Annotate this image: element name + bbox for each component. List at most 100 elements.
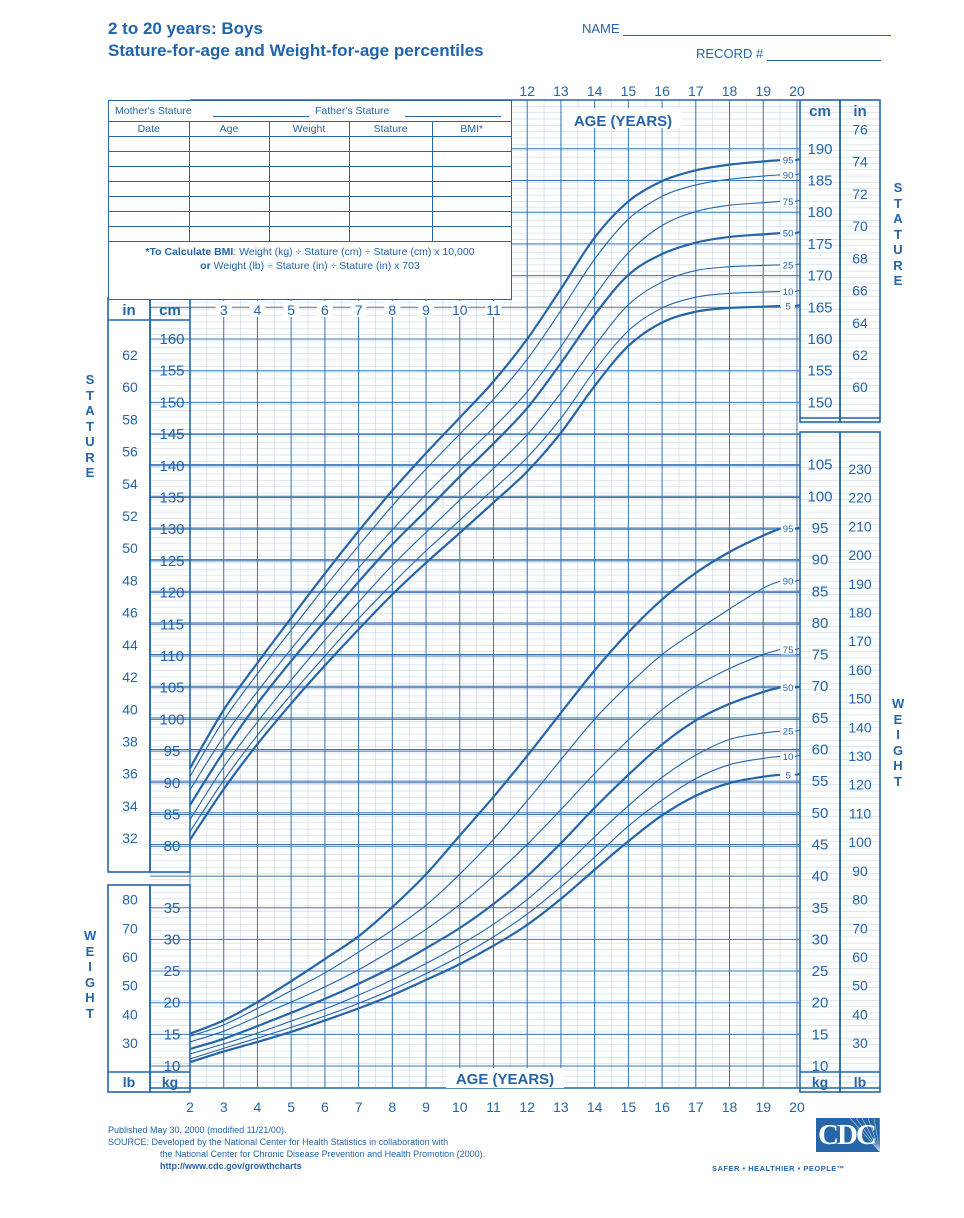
table-cell-bmi[interactable] — [431, 181, 511, 197]
table-cell-weight[interactable] — [268, 166, 350, 182]
in-right-header: in — [853, 103, 866, 120]
bottom-age-tick: 3 — [220, 1099, 228, 1115]
record-label: RECORD # — [696, 46, 764, 61]
weight-kg-tick: 10 — [164, 1058, 181, 1075]
cm-left-header: cm — [159, 302, 181, 319]
table-cell-stature[interactable] — [348, 166, 433, 182]
bottom-age-tick: 19 — [755, 1099, 771, 1115]
age-years-bottom-label: AGE (YEARS) — [456, 1071, 554, 1088]
stature-cm-tick: 150 — [159, 394, 184, 411]
weight-kg-tick: 30 — [164, 931, 181, 948]
table-cell-bmi[interactable] — [431, 196, 511, 212]
table-cell-age[interactable] — [188, 196, 270, 212]
table-cell-date[interactable] — [109, 166, 190, 182]
cdc-logo-text: CDC — [818, 1119, 877, 1151]
weight-lb-tick-right: 210 — [848, 518, 872, 534]
weight-lb-tick: 50 — [122, 978, 138, 994]
stature-percentile-10-curve — [189, 290, 781, 832]
stature-in-tick-right: 76 — [852, 122, 868, 138]
fathers-stature-input[interactable] — [405, 116, 501, 117]
percentile-label-25: 25 — [783, 260, 794, 271]
table-cell-weight[interactable] — [268, 196, 350, 212]
table-cell-age[interactable] — [188, 181, 270, 197]
table-cell-date[interactable] — [109, 136, 190, 152]
weight-kg-tick-right: 15 — [812, 1026, 829, 1043]
table-row — [109, 166, 511, 182]
record-input-line[interactable] — [766, 60, 881, 61]
stature-in-tick-right: 72 — [852, 186, 868, 202]
top-age-tick: 14 — [587, 83, 603, 99]
axis-labels: 12 13 14 15 16 17 18 19 203 4 5 6 7 8 9 10 112 3 4 5 6 7 8 9 10 1… — [122, 83, 872, 1115]
table-cell-age[interactable] — [188, 211, 270, 227]
table-cell-stature[interactable] — [348, 196, 433, 212]
lb-right-header: lb — [854, 1074, 866, 1090]
table-cell-bmi[interactable] — [431, 226, 511, 242]
measurement-table: Date Age Weight Stature BMI* — [109, 122, 511, 242]
stature-cm-tick: 140 — [159, 458, 184, 475]
weight-kg-tick-right: 80 — [812, 615, 829, 632]
stature-cm-tick-right: 185 — [807, 173, 832, 190]
weight-lb-tick-right: 80 — [852, 892, 868, 908]
inner-age-tick: 7 — [355, 302, 363, 318]
stature-cm-tick-right: 170 — [807, 268, 832, 285]
published-date: Published May 30, 2000 (modified 11/21/0… — [108, 1125, 287, 1135]
table-cell-date[interactable] — [109, 196, 190, 212]
top-age-tick: 20 — [789, 83, 805, 99]
table-cell-date[interactable] — [109, 226, 190, 242]
bottom-age-tick: 20 — [789, 1099, 805, 1115]
table-cell-age[interactable] — [188, 151, 270, 167]
table-cell-weight[interactable] — [268, 151, 350, 167]
stature-in-tick: 60 — [122, 379, 138, 395]
mothers-stature-input[interactable] — [213, 116, 309, 117]
stature-in-tick-right: 64 — [852, 315, 868, 331]
weight-percentile-90-curve — [189, 580, 781, 1037]
table-cell-stature[interactable] — [348, 151, 433, 167]
stature-cm-tick: 115 — [160, 616, 184, 633]
stature-cm-tick: 135 — [159, 490, 184, 507]
record-field[interactable]: RECORD # — [696, 46, 881, 61]
table-cell-stature[interactable] — [348, 226, 433, 242]
table-cell-bmi[interactable] — [431, 211, 511, 227]
bottom-age-tick: 12 — [519, 1099, 535, 1115]
table-cell-age[interactable] — [188, 166, 270, 182]
table-cell-date[interactable] — [109, 211, 190, 227]
bottom-age-tick: 14 — [587, 1099, 603, 1115]
stature-in-tick: 40 — [122, 701, 138, 717]
age-years-top-label: AGE (YEARS) — [574, 113, 672, 130]
table-cell-age[interactable] — [188, 136, 270, 152]
table-cell-bmi[interactable] — [431, 166, 511, 182]
weight-kg-tick-right: 20 — [812, 995, 829, 1012]
weight-right-label: WEIGHT — [892, 696, 905, 789]
table-cell-age[interactable] — [188, 226, 270, 242]
name-input-line[interactable] — [623, 35, 892, 36]
percentile-label-75: 75 — [783, 197, 794, 208]
weight-kg-tick-right: 30 — [812, 931, 829, 948]
table-cell-stature[interactable] — [348, 181, 433, 197]
table-cell-date[interactable] — [109, 181, 190, 197]
stature-in-tick: 36 — [122, 766, 138, 782]
growthcharts-link[interactable]: http://www.cdc.gov/growthcharts — [160, 1161, 302, 1171]
stature-in-tick-right: 74 — [852, 154, 868, 170]
cm-right-header: cm — [809, 103, 831, 120]
stature-cm-tick-right: 155 — [807, 363, 832, 380]
table-cell-stature[interactable] — [348, 211, 433, 227]
stature-cm-tick: 155 — [159, 363, 184, 380]
table-cell-stature[interactable] — [348, 136, 433, 152]
column-header-stature: Stature — [348, 122, 433, 137]
table-cell-weight[interactable] — [268, 226, 350, 242]
weight-lb-tick-right: 190 — [848, 576, 872, 592]
weight-kg-tick-right: 10 — [812, 1058, 829, 1075]
fathers-stature-label: Father's Stature — [315, 105, 390, 117]
name-field[interactable]: NAME — [582, 21, 892, 36]
table-cell-weight[interactable] — [268, 211, 350, 227]
table-cell-bmi[interactable] — [431, 151, 511, 167]
bottom-age-tick: 8 — [388, 1099, 396, 1115]
top-age-tick: 17 — [688, 83, 704, 99]
table-cell-date[interactable] — [109, 151, 190, 167]
table-cell-weight[interactable] — [268, 136, 350, 152]
stature-cm-tick: 80 — [164, 838, 181, 855]
table-cell-weight[interactable] — [268, 181, 350, 197]
weight-lb-tick: 60 — [122, 949, 138, 965]
table-cell-bmi[interactable] — [431, 136, 511, 152]
weight-kg-tick-right: 50 — [812, 805, 829, 822]
